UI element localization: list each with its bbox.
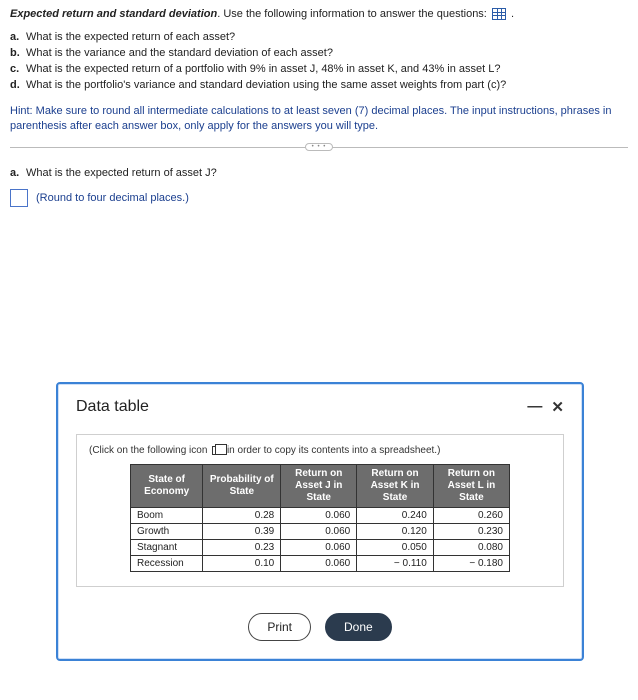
cell-j: 0.060 bbox=[281, 540, 357, 556]
cell-k: − 0.110 bbox=[357, 556, 434, 572]
cell-k: 0.120 bbox=[357, 524, 434, 540]
question-text: What is the expected return of a portfol… bbox=[26, 63, 500, 75]
copy-note-pre: (Click on the following icon bbox=[89, 445, 210, 456]
round-note: (Round to four decimal places.) bbox=[36, 192, 189, 204]
prompt-marker: a. bbox=[10, 167, 19, 179]
cell-k: 0.240 bbox=[357, 508, 434, 524]
cell-prob: 0.39 bbox=[203, 524, 281, 540]
table-row: Boom 0.28 0.060 0.240 0.260 bbox=[131, 508, 510, 524]
done-button[interactable]: Done bbox=[325, 613, 392, 641]
cell-j: 0.060 bbox=[281, 556, 357, 572]
cell-j: 0.060 bbox=[281, 524, 357, 540]
th-prob: Probability of State bbox=[203, 465, 281, 508]
question-item: a. What is the expected return of each as… bbox=[10, 30, 628, 46]
th-j: Return on Asset J in State bbox=[281, 465, 357, 508]
intro-title: Expected return and standard deviation bbox=[10, 8, 217, 20]
question-text: What is the variance and the standard de… bbox=[26, 47, 333, 59]
question-item: c. What is the expected return of a portf… bbox=[10, 62, 628, 78]
cell-l: − 0.180 bbox=[433, 556, 509, 572]
cell-prob: 0.10 bbox=[203, 556, 281, 572]
question-marker: a. bbox=[10, 30, 19, 46]
question-item: b. What is the variance and the standard … bbox=[10, 46, 628, 62]
question-marker: d. bbox=[10, 78, 20, 94]
answer-input[interactable] bbox=[10, 189, 28, 207]
data-table-modal: Data table — ✕ (Click on the following i… bbox=[56, 382, 584, 661]
question-marker: b. bbox=[10, 46, 20, 62]
th-l: Return on Asset L in State bbox=[433, 465, 509, 508]
table-row: Growth 0.39 0.060 0.120 0.230 bbox=[131, 524, 510, 540]
th-state: State of Economy bbox=[131, 465, 203, 508]
question-text: What is the expected return of each asse… bbox=[26, 31, 235, 43]
question-item: d. What is the portfolio's variance and s… bbox=[10, 78, 628, 94]
cell-l: 0.260 bbox=[433, 508, 509, 524]
cell-label: Stagnant bbox=[131, 540, 203, 556]
question-list: a. What is the expected return of each as… bbox=[10, 30, 628, 94]
cell-l: 0.230 bbox=[433, 524, 509, 540]
minimize-icon[interactable]: — bbox=[527, 398, 541, 416]
cell-label: Boom bbox=[131, 508, 203, 524]
cell-label: Growth bbox=[131, 524, 203, 540]
cell-k: 0.050 bbox=[357, 540, 434, 556]
answer-row: (Round to four decimal places.) bbox=[10, 189, 628, 207]
cell-l: 0.080 bbox=[433, 540, 509, 556]
separator: • • • bbox=[10, 143, 628, 151]
prompt-text: What is the expected return of asset J? bbox=[26, 167, 217, 179]
hint-text: Hint: Make sure to round all intermediat… bbox=[10, 104, 628, 135]
cell-prob: 0.28 bbox=[203, 508, 281, 524]
modal-title: Data table bbox=[76, 398, 149, 416]
cell-j: 0.060 bbox=[281, 508, 357, 524]
current-prompt: a. What is the expected return of asset … bbox=[10, 167, 628, 179]
separator-pill[interactable]: • • • bbox=[305, 143, 333, 151]
copy-icon[interactable] bbox=[212, 446, 222, 455]
print-button[interactable]: Print bbox=[248, 613, 311, 641]
cell-label: Recession bbox=[131, 556, 203, 572]
intro-period: . bbox=[508, 8, 514, 20]
data-table: State of Economy Probability of State Re… bbox=[130, 464, 510, 572]
question-text: What is the portfolio's variance and sta… bbox=[26, 79, 506, 91]
table-row: Recession 0.10 0.060 − 0.110 − 0.180 bbox=[131, 556, 510, 572]
table-row: Stagnant 0.23 0.060 0.050 0.080 bbox=[131, 540, 510, 556]
th-k: Return on Asset K in State bbox=[357, 465, 434, 508]
modal-body: (Click on the following icon in order to… bbox=[76, 434, 564, 587]
copy-note: (Click on the following icon in order to… bbox=[89, 445, 551, 456]
intro-subtitle: . Use the following information to answe… bbox=[217, 8, 490, 20]
intro-line: Expected return and standard deviation. … bbox=[10, 8, 628, 20]
copy-note-post: in order to copy its contents into a spr… bbox=[224, 445, 440, 456]
cell-prob: 0.23 bbox=[203, 540, 281, 556]
question-marker: c. bbox=[10, 62, 19, 78]
close-icon[interactable]: ✕ bbox=[551, 398, 564, 416]
data-table-icon[interactable] bbox=[492, 8, 506, 20]
